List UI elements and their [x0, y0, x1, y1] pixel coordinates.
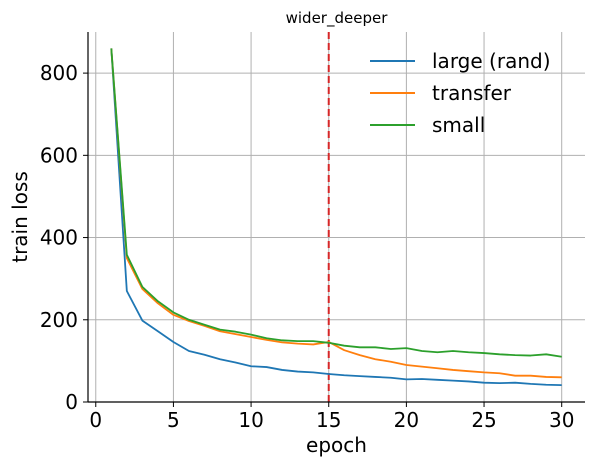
series-line-large-rand — [110, 48, 562, 387]
legend: large (rand) transfer small — [370, 49, 551, 137]
y-tick-label: 800 — [40, 61, 78, 85]
x-axis-label: epoch — [306, 433, 367, 457]
axes — [87, 32, 585, 403]
series-line-transfer — [110, 48, 562, 379]
x-tick-label: 15 — [316, 408, 341, 432]
y-tick-label: 200 — [40, 308, 78, 332]
x-tick-label: 20 — [394, 408, 419, 432]
y-tick-label: 0 — [65, 390, 78, 414]
legend-label-large-rand: large (rand) — [432, 49, 551, 73]
y-tick-label: 600 — [40, 143, 78, 167]
x-tick-label: 25 — [471, 408, 496, 432]
legend-label-transfer: transfer — [432, 81, 512, 105]
x-tick-label: 30 — [549, 408, 574, 432]
y-axis-label: train loss — [8, 171, 32, 263]
grid — [88, 32, 585, 403]
x-tick-label: 10 — [238, 408, 263, 432]
ticks: 0 5 10 15 20 25 30 0 200 400 600 800 — [40, 61, 575, 432]
series-layer — [110, 48, 562, 387]
series-line-small — [110, 48, 562, 358]
legend-label-small: small — [432, 113, 485, 137]
y-tick-label: 400 — [40, 226, 78, 250]
x-tick-label: 5 — [167, 408, 180, 432]
x-tick-label: 0 — [89, 408, 102, 432]
chart-title: wider_deeper — [286, 9, 389, 28]
